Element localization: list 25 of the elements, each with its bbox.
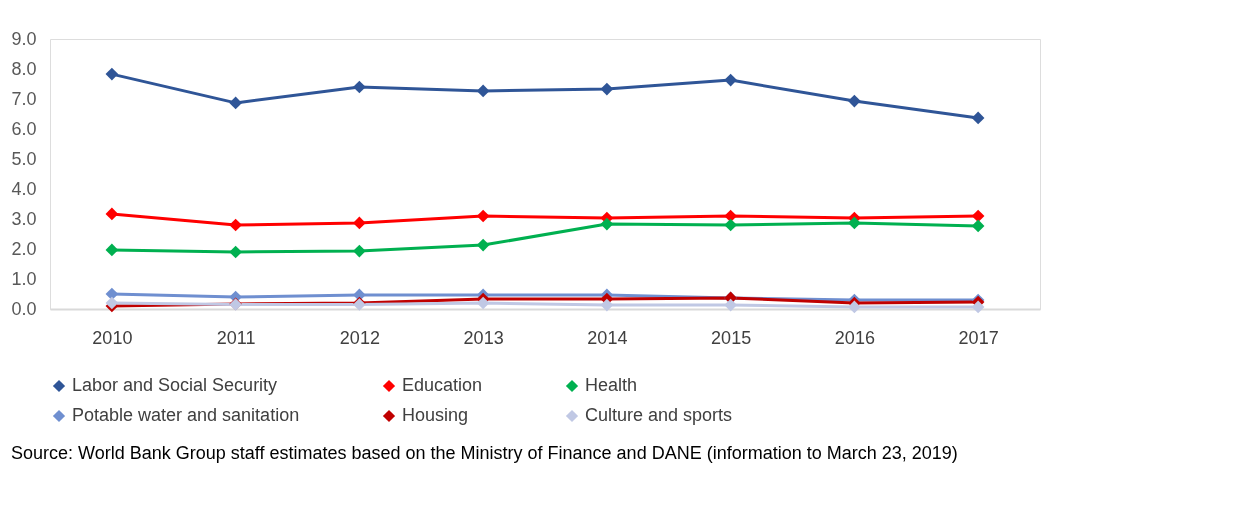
legend-label: Culture and sports (585, 405, 733, 425)
source-note: Source: World Bank Group staff estimates based on the Ministry of Finance and DANE (information to March 23, 2019) (10, 443, 958, 463)
legend-label: Potable water and sanitation (72, 405, 300, 425)
x-tick-label: 2017 (958, 327, 999, 348)
y-tick-label: 5.0 (11, 148, 37, 169)
x-tick-label: 2016 (834, 327, 875, 348)
x-tick-label: 2014 (587, 327, 628, 348)
x-tick-label: 2012 (339, 327, 380, 348)
y-tick-label: 6.0 (11, 118, 37, 139)
x-tick-label: 2015 (711, 327, 752, 348)
x-tick-label: 2011 (216, 327, 256, 348)
legend-label: Health (585, 375, 638, 395)
y-tick-label: 4.0 (11, 178, 37, 199)
legend-label: Education (402, 375, 483, 395)
x-tick-label: 2013 (463, 327, 504, 348)
y-tick-label: 0.0 (11, 298, 37, 319)
y-tick-label: 7.0 (11, 88, 37, 109)
x-tick-label: 2010 (92, 327, 133, 348)
legend-label: Housing (402, 405, 469, 425)
y-tick-label: 8.0 (11, 58, 37, 79)
y-tick-label: 9.0 (11, 28, 37, 49)
y-tick-label: 1.0 (11, 268, 37, 289)
legend-label: Labor and Social Security (72, 375, 278, 395)
y-tick-label: 2.0 (11, 238, 37, 259)
y-tick-label: 3.0 (11, 208, 37, 229)
